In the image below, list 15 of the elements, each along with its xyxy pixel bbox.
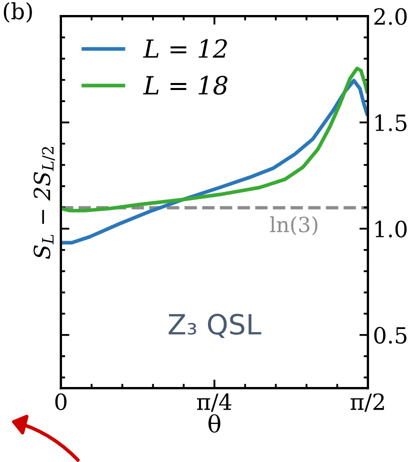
- x-tick-label: 0: [55, 393, 66, 410]
- x-tick-label: π/2: [350, 393, 384, 412]
- line-series: [60, 66, 368, 212]
- annotation: Z₃ QSL: [168, 314, 262, 338]
- y-axis-title: S$_{L}$ − 2S$_{L/2}$: [34, 146, 55, 259]
- text: (b): [4, 2, 32, 23]
- y-tick-label: 1.5: [375, 114, 406, 132]
- y-tick-label: 2.0: [374, 8, 407, 25]
- legend-label: L = 12: [143, 39, 227, 58]
- ref-line-label: ln(3): [270, 216, 318, 236]
- legend-label: L = 18: [143, 76, 228, 95]
- x-axis-title: θ: [208, 414, 220, 433]
- y-tick-label: 0.5: [374, 326, 406, 344]
- y-tick-label: 1.0: [375, 220, 407, 238]
- x-tick-label: π/4: [197, 393, 232, 412]
